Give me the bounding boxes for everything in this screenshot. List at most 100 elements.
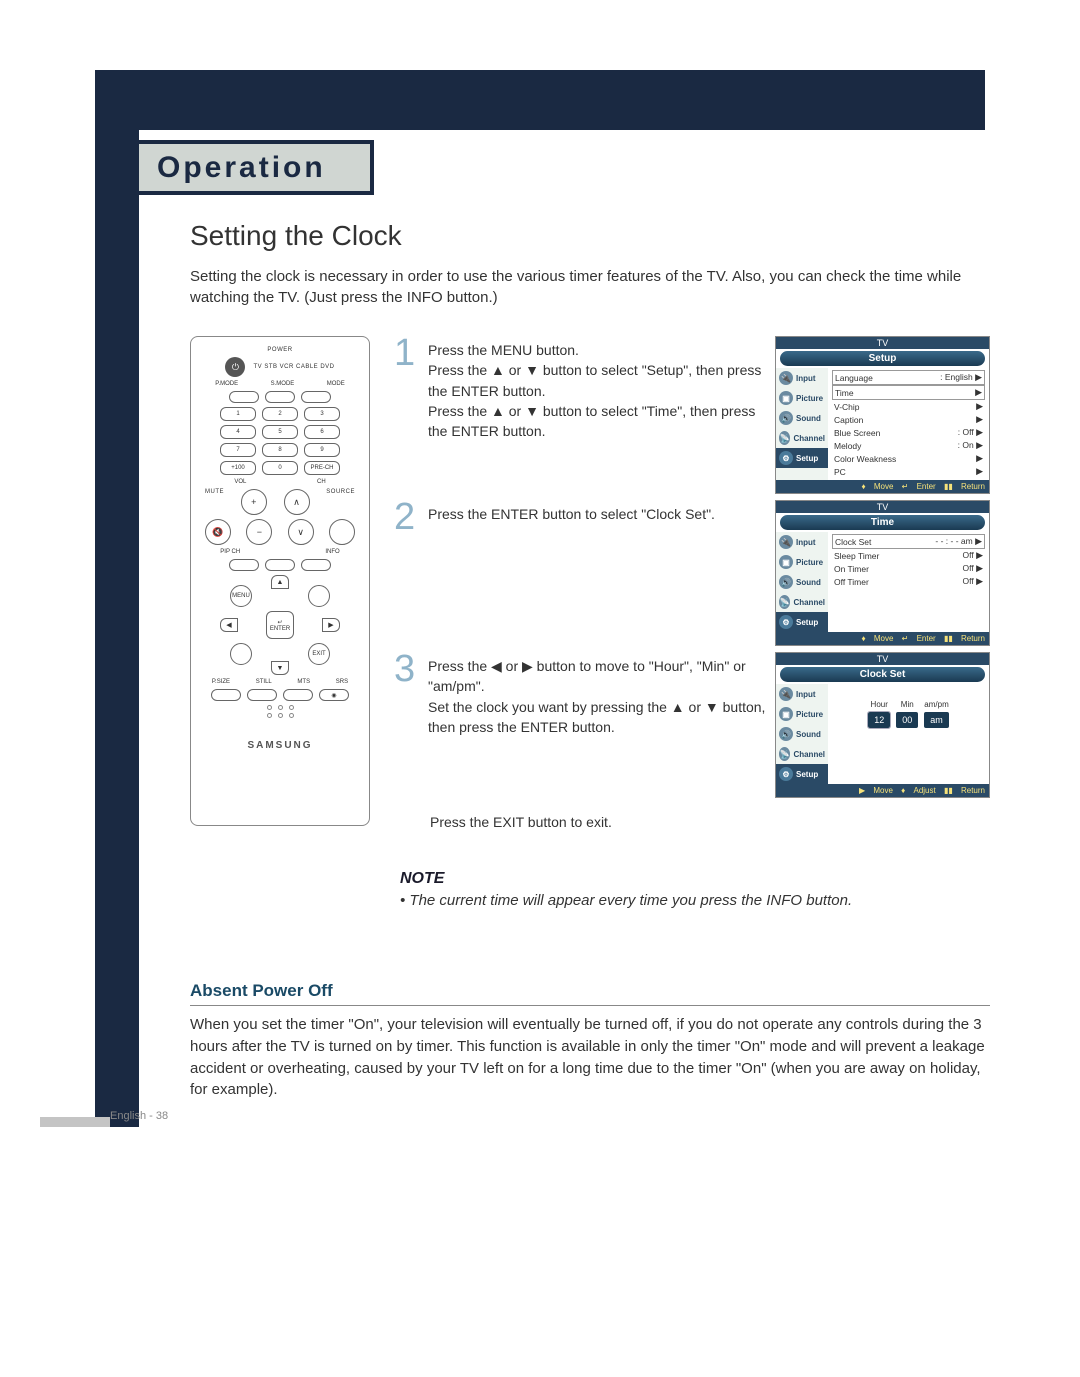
setup-bluescreen: Blue Screen: Off ▶ bbox=[832, 426, 985, 439]
num-4: 4 bbox=[220, 425, 256, 439]
osd-setup-title: Setup bbox=[780, 351, 985, 366]
page-footer: English - 38 bbox=[110, 1110, 168, 1122]
right-arrow-icon: ▶ bbox=[322, 618, 340, 632]
osd-time-list: Clock Set- - : - - am ▶ Sleep TimerOff ▶… bbox=[828, 532, 989, 632]
osd-sidebar-2: 🔌Input ▣Picture 🔊Sound 📡Channel ⚙Setup bbox=[776, 532, 828, 632]
vol-label: VOL bbox=[234, 479, 246, 485]
num-9: 9 bbox=[304, 443, 340, 457]
vol-up: + bbox=[241, 489, 267, 515]
main-row: POWER ⏻ TV STB VCR CABLE DVD P.MODE S.MO… bbox=[190, 336, 990, 830]
num-5: 5 bbox=[262, 425, 298, 439]
pmode-label: P.MODE bbox=[215, 381, 238, 387]
mute-label: MUTE bbox=[205, 489, 224, 515]
num-1: 1 bbox=[220, 407, 256, 421]
step-1: 1 Press the MENU button. Press the ▲ or … bbox=[394, 336, 990, 494]
ch-up: ∧ bbox=[284, 489, 310, 515]
side-picture: ▣Picture bbox=[776, 388, 828, 408]
smode-button bbox=[265, 391, 295, 403]
corner-tr bbox=[308, 585, 330, 607]
step-1-text: Press the MENU button. Press the ▲ or ▼ … bbox=[428, 336, 767, 441]
absent-divider bbox=[190, 1005, 990, 1006]
source-button bbox=[329, 519, 355, 545]
hour-value: 12 bbox=[868, 712, 890, 728]
ch-down: ∨ bbox=[288, 519, 314, 545]
min-value: 00 bbox=[896, 712, 918, 728]
osd-time-title: Time bbox=[780, 515, 985, 530]
info-button bbox=[301, 559, 331, 571]
intro-text: Setting the clock is necessary in order … bbox=[190, 266, 990, 308]
num-7: 7 bbox=[220, 443, 256, 457]
dpad: MENU EXIT ▲ ▼ ◀ ▶ ↵ENTER bbox=[220, 575, 340, 675]
note-body: The current time will appear every time … bbox=[400, 890, 990, 911]
osd-clockset-body: Hour12 Min00 am/pmam bbox=[828, 684, 989, 784]
remote-illustration: POWER ⏻ TV STB VCR CABLE DVD P.MODE S.MO… bbox=[190, 336, 370, 826]
setup-colorweak: Color Weakness▶ bbox=[832, 452, 985, 465]
num-2: 2 bbox=[262, 407, 298, 421]
setup-vchip: V-Chip▶ bbox=[832, 400, 985, 413]
setup-pc: PC▶ bbox=[832, 465, 985, 478]
corner-bl bbox=[230, 643, 252, 665]
content-area: Setting the Clock Setting the clock is n… bbox=[190, 220, 990, 1101]
menu-button: MENU bbox=[230, 585, 252, 607]
side3-channel: 📡Channel bbox=[776, 744, 828, 764]
side3-input: 🔌Input bbox=[776, 684, 828, 704]
side-sound: 🔊Sound bbox=[776, 408, 828, 428]
side-channel: 📡Channel bbox=[776, 428, 828, 448]
vol-down: − bbox=[246, 519, 272, 545]
plus100: +100 bbox=[220, 461, 256, 475]
setup-melody: Melody: On ▶ bbox=[832, 439, 985, 452]
osd-clockset-title: Clock Set bbox=[780, 667, 985, 682]
osd-clockset: TV Clock Set 🔌Input ▣Picture 🔊Sound 📡Cha… bbox=[775, 652, 990, 798]
side-input: 🔌Input bbox=[776, 368, 828, 388]
srs-label: SRS bbox=[336, 679, 348, 685]
ch-label: CH bbox=[317, 479, 326, 485]
side2-input: 🔌Input bbox=[776, 532, 828, 552]
time-sleep: Sleep TimerOff ▶ bbox=[832, 549, 985, 562]
time-clockset: Clock Set- - : - - am ▶ bbox=[832, 534, 985, 549]
side3-sound: 🔊Sound bbox=[776, 724, 828, 744]
prech: PRE-CH bbox=[304, 461, 340, 475]
step-1-number: 1 bbox=[394, 336, 420, 370]
osd-tv-label: TV bbox=[776, 337, 989, 349]
footer-bar bbox=[40, 1117, 110, 1127]
device-labels: TV STB VCR CABLE DVD bbox=[253, 364, 334, 370]
brand-label: SAMSUNG bbox=[247, 740, 312, 751]
note-block: NOTE The current time will appear every … bbox=[400, 870, 990, 911]
side2-channel: 📡Channel bbox=[776, 592, 828, 612]
pipch-button bbox=[229, 559, 259, 571]
num-6: 6 bbox=[304, 425, 340, 439]
header-bar bbox=[95, 70, 985, 130]
mute-button: 🔇 bbox=[205, 519, 231, 545]
mts-label: MTS bbox=[297, 679, 310, 685]
down-arrow-icon: ▼ bbox=[271, 661, 289, 675]
power-button-icon: ⏻ bbox=[225, 357, 245, 377]
info-label: INFO bbox=[325, 549, 339, 555]
osd-time-footer: ♦ Move ↵ Enter ▮▮ Return bbox=[776, 632, 989, 645]
mode-label: MODE bbox=[327, 381, 345, 387]
osd-tv-label-3: TV bbox=[776, 653, 989, 665]
still-label: STILL bbox=[256, 679, 272, 685]
section-title: Setting the Clock bbox=[190, 220, 990, 252]
psize-label: P.SIZE bbox=[212, 679, 230, 685]
up-arrow-icon: ▲ bbox=[271, 575, 289, 589]
hour-label: Hour bbox=[871, 700, 888, 709]
psize-button bbox=[211, 689, 241, 701]
step-2: 2 Press the ENTER button to select "Cloc… bbox=[394, 500, 990, 646]
ampm-label: am/pm bbox=[924, 700, 948, 709]
note-title: NOTE bbox=[400, 870, 990, 888]
steps-column: 1 Press the MENU button. Press the ▲ or … bbox=[394, 336, 990, 830]
enter-button: ↵ENTER bbox=[266, 611, 294, 639]
absent-body: When you set the timer "On", your televi… bbox=[190, 1014, 990, 1101]
osd-setup-list: Language: English ▶ Time▶ V-Chip▶ Captio… bbox=[828, 368, 989, 480]
osd-clockset-footer: ▶ Move ♦ Adjust ▮▮ Return bbox=[776, 784, 989, 797]
num-8: 8 bbox=[262, 443, 298, 457]
pipch-label: PIP CH bbox=[220, 549, 240, 555]
smode-label: S.MODE bbox=[271, 381, 295, 387]
absent-section: Absent Power Off When you set the timer … bbox=[190, 981, 990, 1101]
osd-tv-label-2: TV bbox=[776, 501, 989, 513]
left-spine bbox=[95, 120, 139, 1127]
side2-sound: 🔊Sound bbox=[776, 572, 828, 592]
tab-title: Operation bbox=[157, 151, 326, 185]
exit-instruction: Press the EXIT button to exit. bbox=[430, 814, 990, 830]
still-button bbox=[247, 689, 277, 701]
